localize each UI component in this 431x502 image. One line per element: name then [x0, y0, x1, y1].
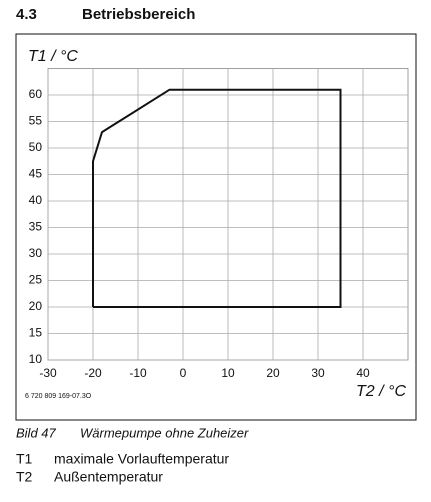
- y-tick-label: 55: [29, 114, 43, 128]
- caption-text: Wärmepumpe ohne Zuheizer: [80, 425, 249, 440]
- y-tick-label: 60: [29, 87, 43, 101]
- x-tick-label: 20: [266, 366, 280, 380]
- legend-symbol: T2: [16, 469, 33, 485]
- figure-frame: [15, 33, 417, 421]
- y-tick-label: 25: [29, 273, 43, 287]
- plot: 10 15 20 25 30 35 40 45 50 55 60 -30 -20 -10 0 10 20 30 40: [29, 68, 409, 380]
- x-tick-label: -30: [39, 366, 57, 380]
- legend-symbol: T1: [16, 451, 33, 467]
- y-tick-label: 40: [29, 193, 43, 207]
- y-tick-label: 10: [29, 352, 43, 366]
- x-tick-label: 30: [311, 366, 325, 380]
- legend-text: maximale Vorlauftemperatur: [54, 451, 229, 467]
- x-tick-label: -10: [129, 366, 147, 380]
- caption-label: Bild 47: [16, 425, 57, 440]
- section-number: 4.3: [16, 6, 37, 23]
- x-axis-label: T2 / °C: [356, 383, 406, 400]
- y-tick-label: 30: [29, 246, 43, 260]
- y-tick-label: 45: [29, 167, 43, 181]
- figure-code: 6 720 809 169-07.3O: [25, 393, 92, 400]
- y-axis-label: T1 / °C: [28, 48, 78, 65]
- operating-range: [92, 88, 342, 308]
- y-tick-label: 50: [29, 140, 43, 154]
- x-tick-label: 0: [180, 366, 187, 380]
- x-tick-label: 40: [356, 366, 370, 380]
- section-title: Betriebsbereich: [82, 6, 195, 23]
- x-tick-label: 10: [221, 366, 235, 380]
- legend-text: Außentemperatur: [54, 469, 163, 485]
- y-tick-label: 15: [29, 326, 43, 340]
- x-tick-label: -20: [84, 366, 102, 380]
- y-tick-label: 35: [29, 220, 43, 234]
- y-tick-label: 20: [29, 299, 43, 313]
